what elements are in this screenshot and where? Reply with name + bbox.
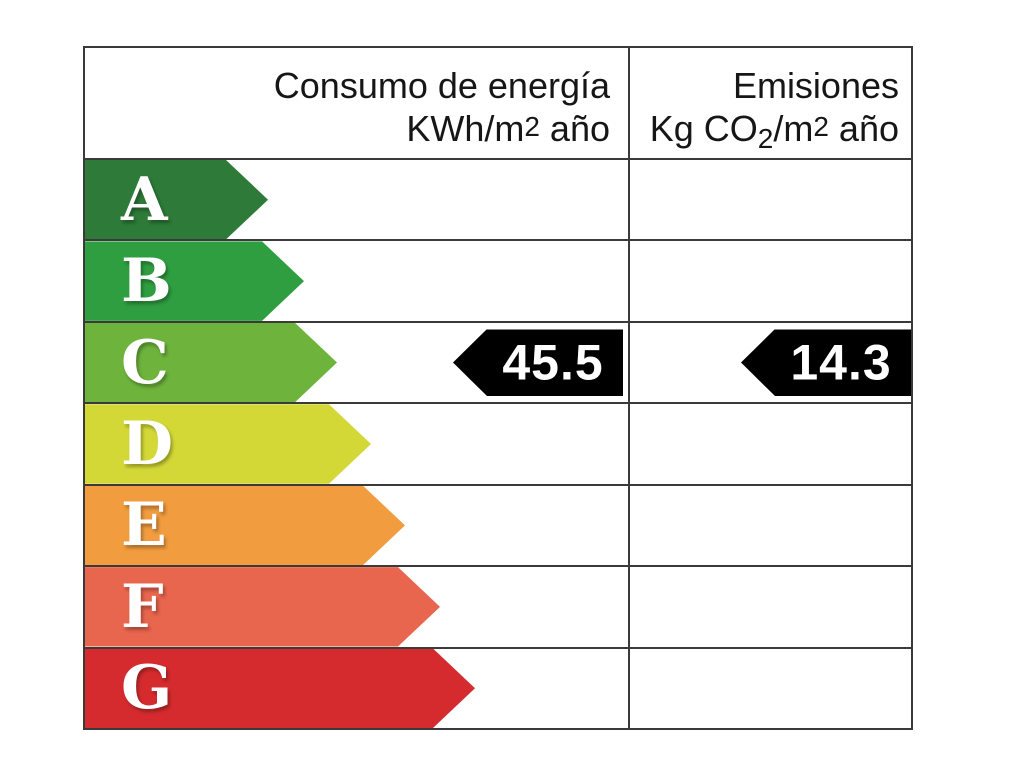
emissions-unit-subscript: 2 (757, 123, 774, 154)
consumption-value-arrow: 45.5 (453, 329, 623, 397)
energy-certificate-label: Consumo de energía KWh/m2 año Emisiones … (83, 46, 913, 730)
rating-row-d: D (85, 404, 911, 486)
rating-letter-g: G (121, 653, 173, 724)
emissions-unit-suffix: año (828, 108, 899, 149)
rating-arrow-d: D (85, 404, 371, 483)
emissions-unit: Kg CO2/m2 año (628, 107, 899, 154)
rating-arrow-e: E (85, 486, 405, 565)
consumption-header: Consumo de energía KWh/m2 año (85, 48, 628, 158)
rating-letter-b: B (121, 246, 172, 317)
consumption-value: 45.5 (502, 334, 604, 391)
rating-arrow-c: C (85, 323, 337, 402)
rating-row-c: C 45.5 14.3 (85, 323, 911, 405)
rating-row-a: A (85, 160, 911, 242)
consumption-title: Consumo de energía (273, 65, 610, 106)
emissions-title: Emisiones (732, 65, 899, 106)
rating-row-f: F (85, 567, 911, 649)
header-row: Consumo de energía KWh/m2 año Emisiones … (85, 48, 911, 160)
consumption-unit-exponent: 2 (524, 111, 540, 142)
rating-letter-d: D (121, 408, 174, 479)
rating-arrow-f: F (85, 567, 440, 646)
emissions-value: 14.3 (790, 334, 892, 391)
rating-letter-f: F (121, 571, 164, 642)
rating-row-b: B (85, 241, 911, 323)
rating-row-e: E (85, 486, 911, 568)
consumption-unit-prefix: KWh/m (406, 108, 525, 149)
emissions-unit-prefix: Kg CO (649, 108, 758, 149)
emissions-value-arrow: 14.3 (741, 329, 911, 397)
rating-arrow-g: G (85, 649, 475, 728)
rating-arrow-a: A (85, 160, 268, 239)
emissions-header: Emisiones Kg CO2/m2 año (628, 48, 911, 158)
rating-letter-a: A (121, 164, 168, 235)
consumption-unit-suffix: año (539, 108, 610, 149)
rating-arrow-b: B (85, 241, 304, 320)
emissions-unit-exponent: 2 (813, 111, 829, 142)
emissions-unit-mid: /m (773, 108, 814, 149)
rating-letter-e: E (121, 490, 167, 561)
rating-row-g: G (85, 649, 911, 728)
consumption-unit: KWh/m2 año (85, 107, 610, 153)
rating-letter-c: C (121, 327, 169, 398)
column-divider (628, 48, 630, 728)
